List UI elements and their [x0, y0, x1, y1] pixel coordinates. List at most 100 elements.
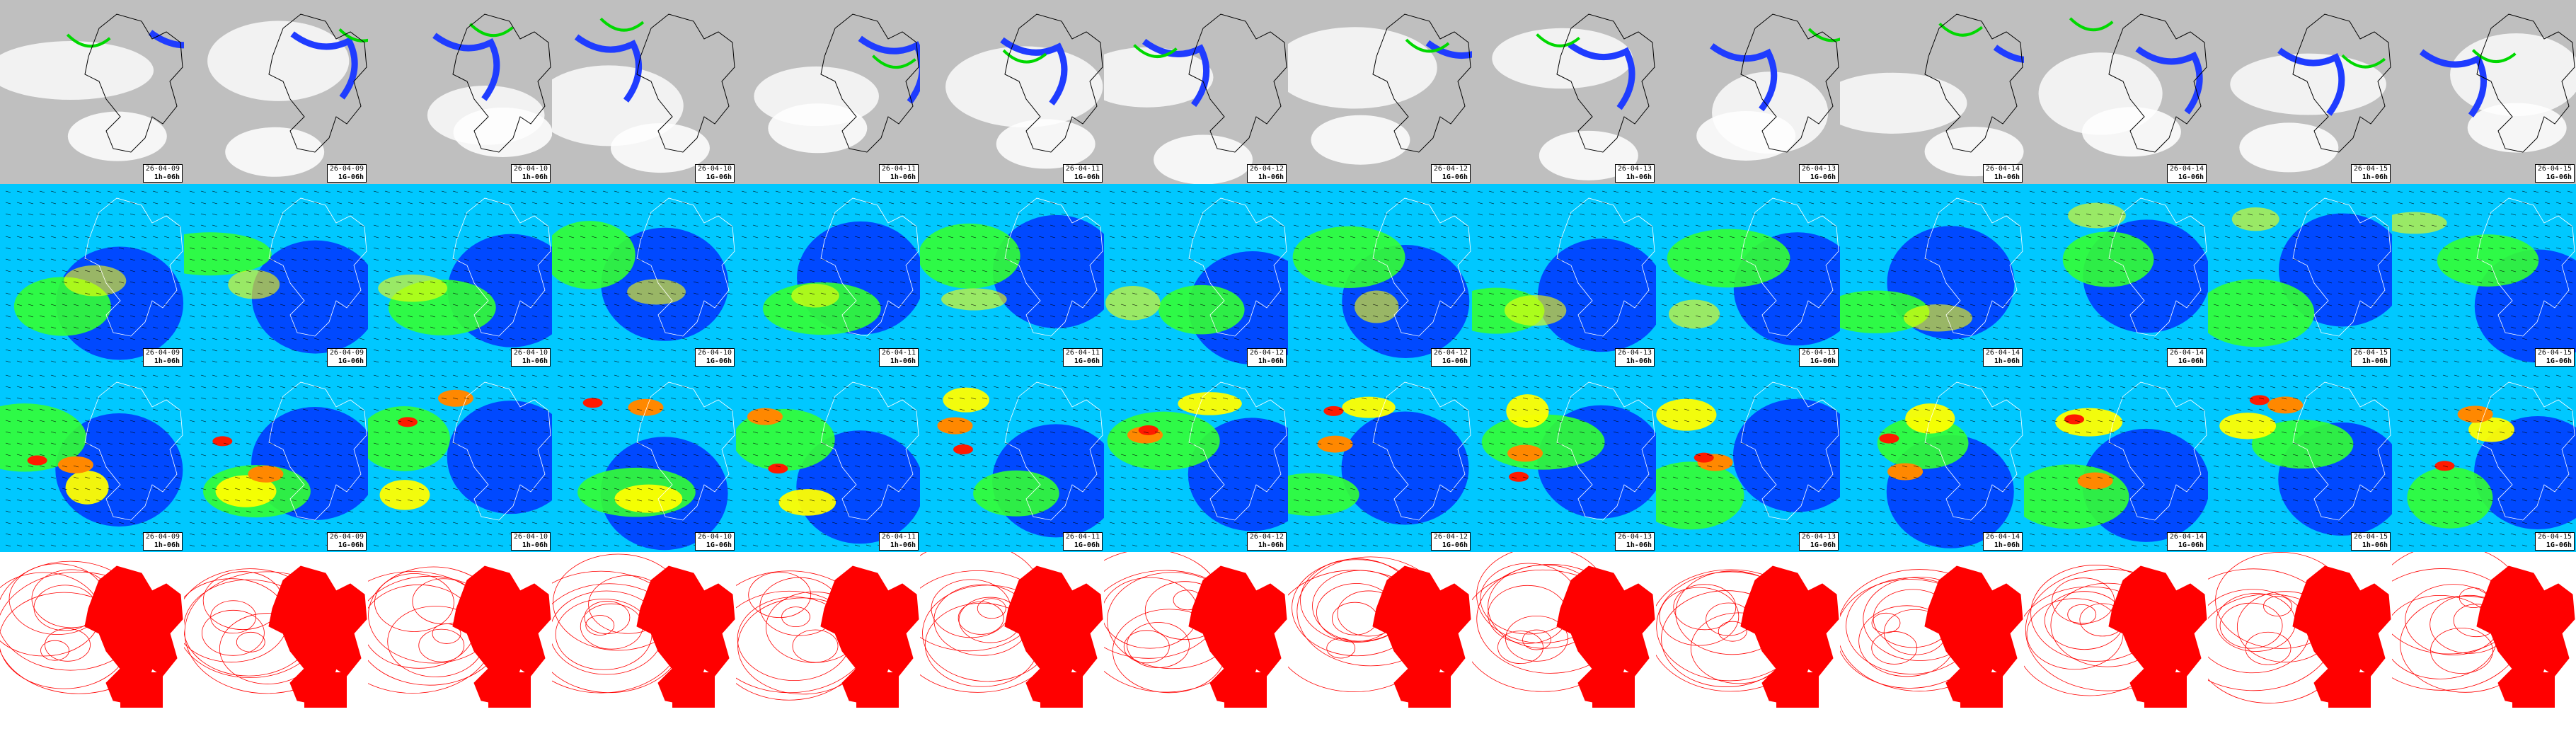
map-tile[interactable]: 26-04-13 1h-06h: [1472, 368, 1656, 552]
map-tile[interactable]: 26-04-13 1G-06h: [1656, 368, 1840, 552]
forecast-run: 1h-06h: [1994, 173, 2020, 181]
map-image: [920, 368, 1104, 552]
timestamp-label: 26-04-12 1G-06h: [1431, 348, 1471, 367]
map-tile[interactable]: [184, 552, 368, 736]
map-image: [2208, 0, 2392, 184]
map-image: [2392, 552, 2576, 736]
map-tile[interactable]: 26-04-13 1G-06h: [1656, 184, 1840, 368]
map-tile[interactable]: 26-04-09 1h-06h: [0, 368, 184, 552]
map-tile[interactable]: 26-04-10 1G-06h: [552, 184, 736, 368]
map-tile[interactable]: 26-04-10 1h-06h: [368, 0, 552, 184]
map-tile[interactable]: 26-04-11 1G-06h: [920, 0, 1104, 184]
map-tile[interactable]: 26-04-15 1G-06h: [2392, 184, 2576, 368]
forecast-date: 26-04-15: [2537, 165, 2572, 173]
timestamp-label: 26-04-15 1h-06h: [2351, 348, 2391, 367]
map-tile[interactable]: 26-04-12 1G-06h: [1288, 184, 1472, 368]
cloud-row: 26-04-09 1h-06h 26-04-09 1G-06h 26-04-10 1h-0…: [0, 0, 2576, 184]
map-image: [1288, 368, 1472, 552]
map-tile[interactable]: [1288, 552, 1472, 736]
forecast-date: 26-04-14: [1985, 533, 2020, 541]
timestamp-label: 26-04-13 1h-06h: [1615, 164, 1655, 183]
forecast-run: 1h-06h: [522, 173, 548, 181]
map-tile[interactable]: 26-04-13 1h-06h: [1472, 0, 1656, 184]
map-tile[interactable]: 26-04-15 1G-06h: [2392, 0, 2576, 184]
forecast-run: 1h-06h: [522, 541, 548, 549]
map-tile[interactable]: 26-04-15 1G-06h: [2392, 368, 2576, 552]
forecast-date: 26-04-11: [1065, 533, 1100, 541]
map-tile[interactable]: [736, 552, 920, 736]
timestamp-label: 26-04-13 1G-06h: [1799, 532, 1839, 551]
map-tile[interactable]: 26-04-14 1G-06h: [2024, 184, 2208, 368]
map-tile[interactable]: [2208, 552, 2392, 736]
forecast-date: 26-04-10: [513, 533, 548, 541]
map-tile[interactable]: 26-04-13 1G-06h: [1656, 0, 1840, 184]
map-tile[interactable]: [1840, 552, 2024, 736]
forecast-date: 26-04-10: [513, 165, 548, 173]
map-tile[interactable]: 26-04-11 1G-06h: [920, 184, 1104, 368]
forecast-date: 26-04-09: [145, 533, 180, 541]
timestamp-label: 26-04-15 1h-06h: [2351, 164, 2391, 183]
map-image: [2024, 552, 2208, 736]
map-tile[interactable]: 26-04-09 1G-06h: [184, 184, 368, 368]
forecast-run: 1h-06h: [1994, 541, 2020, 549]
map-tile[interactable]: [1104, 552, 1288, 736]
timestamp-label: 26-04-09 1G-06h: [327, 532, 367, 551]
forecast-run: 1G-06h: [1810, 541, 1836, 549]
map-tile[interactable]: [1472, 552, 1656, 736]
map-tile[interactable]: 26-04-14 1h-06h: [1840, 184, 2024, 368]
map-tile[interactable]: 26-04-11 1G-06h: [920, 368, 1104, 552]
forecast-run: 1h-06h: [1258, 173, 1284, 181]
map-image: [1840, 184, 2024, 368]
forecast-run: 1h-06h: [1994, 357, 2020, 365]
map-tile[interactable]: [1656, 552, 1840, 736]
map-tile[interactable]: 26-04-10 1h-06h: [368, 368, 552, 552]
forecast-date: 26-04-15: [2537, 349, 2572, 357]
map-tile[interactable]: 26-04-09 1G-06h: [184, 0, 368, 184]
map-tile[interactable]: [552, 552, 736, 736]
forecast-run: 1h-06h: [890, 357, 916, 365]
map-tile[interactable]: 26-04-14 1h-06h: [1840, 0, 2024, 184]
map-image: [184, 184, 368, 368]
pressure-row: [0, 552, 2576, 736]
map-tile[interactable]: [2024, 552, 2208, 736]
map-tile[interactable]: 26-04-14 1h-06h: [1840, 368, 2024, 552]
map-image: [2208, 552, 2392, 736]
map-image: [2024, 0, 2208, 184]
map-tile[interactable]: 26-04-09 1G-06h: [184, 368, 368, 552]
map-tile[interactable]: 26-04-12 1G-06h: [1288, 368, 1472, 552]
map-tile[interactable]: 26-04-13 1h-06h: [1472, 184, 1656, 368]
map-tile[interactable]: 26-04-14 1G-06h: [2024, 368, 2208, 552]
forecast-run: 1h-06h: [2362, 541, 2388, 549]
map-tile[interactable]: [920, 552, 1104, 736]
map-tile[interactable]: 26-04-12 1h-06h: [1104, 368, 1288, 552]
map-tile[interactable]: 26-04-09 1h-06h: [0, 0, 184, 184]
forecast-run: 1h-06h: [1626, 173, 1652, 181]
map-tile[interactable]: 26-04-15 1h-06h: [2208, 368, 2392, 552]
map-tile[interactable]: [0, 552, 184, 736]
wind-high-row: 26-04-09 1h-06h 26-04-09 1G-06h 26-04-10 1h-0…: [0, 368, 2576, 552]
map-image: [2208, 184, 2392, 368]
map-tile[interactable]: 26-04-11 1h-06h: [736, 368, 920, 552]
map-image: [1104, 552, 1288, 736]
map-tile[interactable]: 26-04-10 1h-06h: [368, 184, 552, 368]
map-tile[interactable]: 26-04-09 1h-06h: [0, 184, 184, 368]
map-tile[interactable]: 26-04-11 1h-06h: [736, 0, 920, 184]
forecast-date: 26-04-12: [1249, 165, 1284, 173]
map-tile[interactable]: 26-04-12 1h-06h: [1104, 0, 1288, 184]
map-tile[interactable]: 26-04-14 1G-06h: [2024, 0, 2208, 184]
map-tile[interactable]: 26-04-10 1G-06h: [552, 368, 736, 552]
forecast-run: 1h-06h: [2362, 173, 2388, 181]
map-tile[interactable]: 26-04-12 1G-06h: [1288, 0, 1472, 184]
forecast-run: 1h-06h: [154, 541, 180, 549]
timestamp-label: 26-04-15 1G-06h: [2535, 348, 2575, 367]
map-tile[interactable]: [2392, 552, 2576, 736]
map-tile[interactable]: [368, 552, 552, 736]
timestamp-label: 26-04-11 1G-06h: [1063, 532, 1103, 551]
forecast-run: 1h-06h: [1626, 357, 1652, 365]
map-tile[interactable]: 26-04-11 1h-06h: [736, 184, 920, 368]
timestamp-label: 26-04-11 1h-06h: [879, 348, 919, 367]
map-tile[interactable]: 26-04-15 1h-06h: [2208, 184, 2392, 368]
map-tile[interactable]: 26-04-10 1G-06h: [552, 0, 736, 184]
map-tile[interactable]: 26-04-15 1h-06h: [2208, 0, 2392, 184]
map-tile[interactable]: 26-04-12 1h-06h: [1104, 184, 1288, 368]
